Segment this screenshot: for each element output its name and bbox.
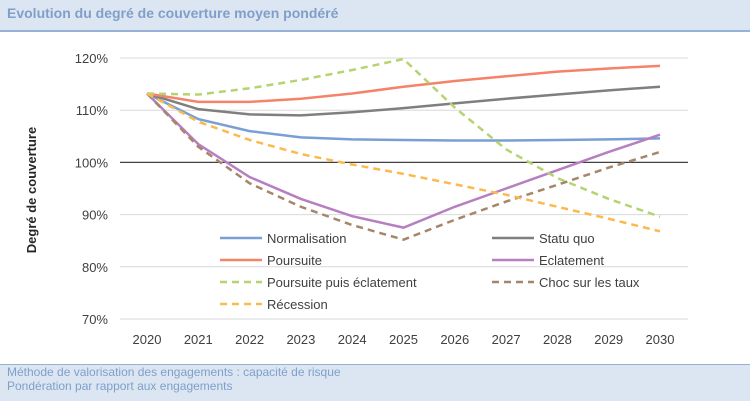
x-tick-label: 2022 (235, 332, 264, 347)
footer-line2: Pondération par rapport aux engagements (7, 379, 233, 393)
series-line-normalisation (146, 92, 661, 142)
legend-label: Statu quo (539, 231, 595, 246)
y-tick-label: 100% (75, 155, 109, 170)
y-tick-label: 90% (82, 208, 108, 223)
y-tick-label: 80% (82, 260, 108, 275)
legend-label: Choc sur les taux (539, 275, 640, 290)
x-tick-label: 2021 (184, 332, 213, 347)
series-line-eclatement (146, 92, 661, 229)
series-line-choc-sur-les-taux (146, 92, 661, 241)
chart-footer: Méthode de valorisation des engagements … (0, 364, 750, 401)
x-tick-label: 2027 (492, 332, 521, 347)
legend-label: Récession (267, 297, 328, 312)
series-line-statu-quo (146, 85, 661, 117)
x-tick-label: 2028 (543, 332, 572, 347)
y-axis-label: Degré de couverture (24, 127, 39, 253)
x-tick-label: 2030 (646, 332, 675, 347)
legend-label: Eclatement (539, 253, 604, 268)
series-line-poursuite (146, 64, 661, 104)
x-tick-label: 2029 (594, 332, 623, 347)
chart-title: Evolution du degré de couverture moyen p… (7, 5, 339, 21)
y-tick-label: 70% (82, 312, 108, 327)
x-tick-label: 2020 (133, 332, 162, 347)
x-tick-label: 2026 (440, 332, 469, 347)
footer-line1: Méthode de valorisation des engagements … (7, 365, 341, 379)
x-tick-label: 2025 (389, 332, 418, 347)
series-line-poursuite-puis-clatement (146, 57, 661, 218)
y-tick-label: 110% (76, 103, 109, 118)
legend-label: Normalisation (267, 231, 346, 246)
legend-label: Poursuite (267, 253, 322, 268)
y-tick-label: 120% (75, 51, 109, 66)
x-tick-label: 2023 (286, 332, 315, 347)
legend-label: Poursuite puis éclatement (267, 275, 417, 290)
series-line-r-cession (146, 92, 661, 233)
chart-header: Evolution du degré de couverture moyen p… (0, 0, 750, 32)
x-tick-label: 2024 (338, 332, 367, 347)
